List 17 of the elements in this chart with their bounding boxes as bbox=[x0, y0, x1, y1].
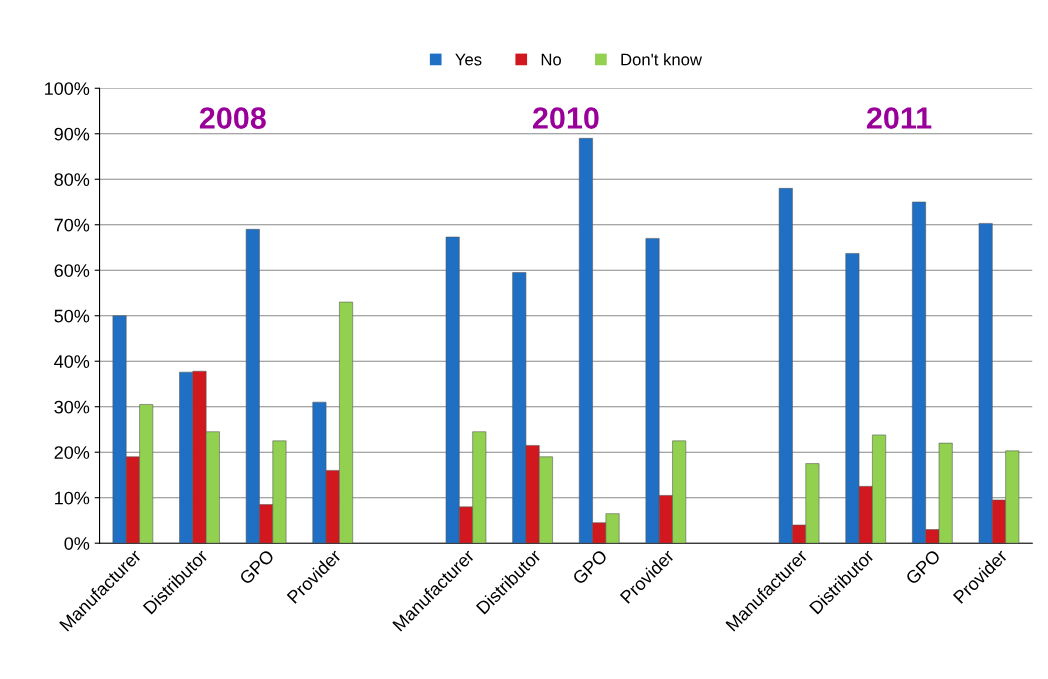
y-tick-label: 30% bbox=[54, 400, 90, 414]
y-tick-label: 20% bbox=[54, 446, 90, 459]
y-tick-label: 80% bbox=[54, 173, 90, 186]
annotation: 2010 bbox=[533, 107, 599, 129]
y-tick-label: 70% bbox=[54, 218, 90, 232]
legend-label: Yes bbox=[455, 53, 482, 66]
y-tick-label: 50% bbox=[54, 309, 90, 323]
annotation: 2011 bbox=[866, 107, 932, 129]
annotation: 2008 bbox=[199, 107, 266, 129]
y-tick-label: 60% bbox=[54, 264, 90, 277]
y-tick-label: 90% bbox=[54, 127, 90, 141]
y-tick-label: 0% bbox=[64, 537, 90, 550]
y-tick-label: 10% bbox=[55, 491, 90, 505]
y-tick-label: 40% bbox=[54, 355, 90, 368]
legend-label: No bbox=[541, 53, 562, 66]
y-tick-label: 100% bbox=[45, 82, 90, 95]
legend-label: Don't know bbox=[621, 53, 703, 66]
